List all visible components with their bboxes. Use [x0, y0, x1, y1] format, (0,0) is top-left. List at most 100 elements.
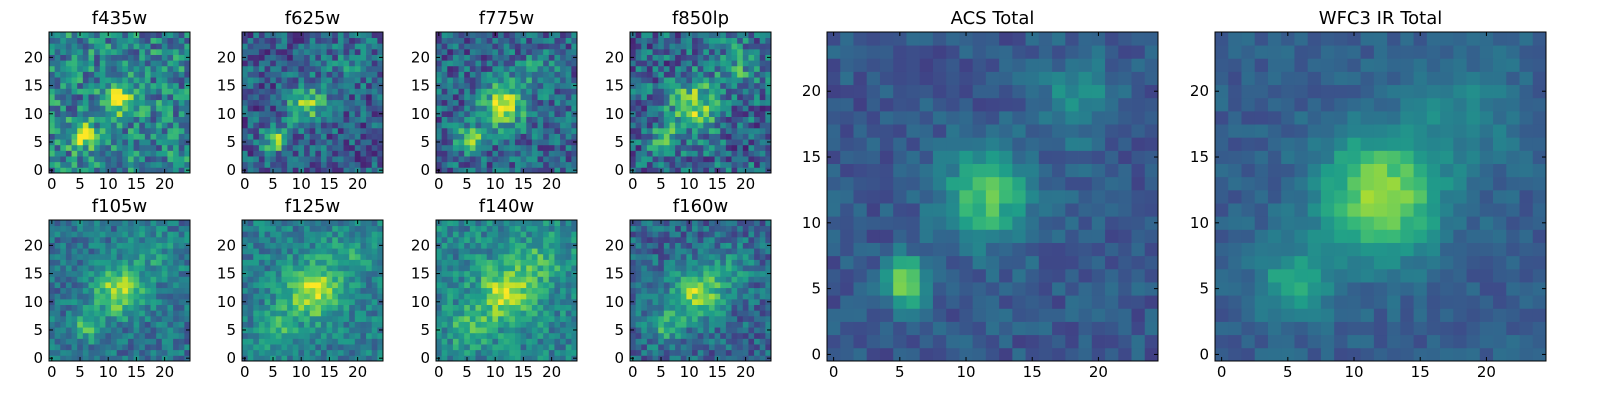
- heatmap-cell: [88, 82, 95, 89]
- heatmap-cell: [99, 282, 106, 289]
- heatmap-cell: [481, 65, 488, 72]
- heatmap-cell: [178, 110, 185, 117]
- heatmap-cell: [680, 116, 687, 123]
- heatmap-cell: [680, 276, 687, 283]
- heatmap-cell: [526, 248, 533, 255]
- x-tick-label: 10: [99, 363, 118, 381]
- heatmap-cell: [88, 144, 95, 151]
- heatmap-cell: [509, 259, 516, 266]
- heatmap-cell: [742, 338, 749, 345]
- heatmap-cell: [167, 276, 174, 283]
- heatmap-cell: [560, 332, 567, 339]
- heatmap-cell: [543, 248, 550, 255]
- heatmap-cell: [253, 231, 260, 238]
- heatmap-cell: [332, 99, 339, 106]
- heatmap-cell: [652, 99, 659, 106]
- heatmap-cell: [680, 144, 687, 151]
- heatmap-cell: [509, 236, 516, 243]
- heatmap-cell: [178, 287, 185, 294]
- heatmap-cell: [475, 110, 482, 117]
- heatmap-cell: [641, 298, 648, 305]
- heatmap-cell: [253, 259, 260, 266]
- heatmap-cell: [242, 71, 249, 78]
- heatmap-cell: [287, 265, 294, 272]
- heatmap-cell: [270, 248, 277, 255]
- heatmap-cell: [337, 282, 344, 289]
- heatmap-cell: [270, 265, 277, 272]
- heatmap-cell: [94, 248, 101, 255]
- heatmap-cell: [481, 265, 488, 272]
- heatmap-cell: [326, 338, 333, 345]
- heatmap-cell: [742, 321, 749, 328]
- heatmap-cell: [133, 105, 140, 112]
- heatmap-cell: [275, 248, 282, 255]
- heatmap-cell: [122, 133, 129, 140]
- heatmap-cell: [270, 43, 277, 50]
- heatmap-cell: [105, 77, 112, 84]
- heatmap-cell: [526, 298, 533, 305]
- heatmap-cell: [737, 48, 744, 55]
- heatmap-cell: [498, 231, 505, 238]
- heatmap-cell: [116, 37, 123, 44]
- heatmap-cell: [326, 37, 333, 44]
- heatmap-cell: [71, 298, 78, 305]
- heatmap-cell: [122, 48, 129, 55]
- heatmap-cell: [65, 144, 72, 151]
- heatmap-cell: [82, 82, 89, 89]
- heatmap-cell: [349, 293, 356, 300]
- heatmap-cell: [337, 315, 344, 322]
- heatmap-cell: [531, 327, 538, 334]
- heatmap-cell: [520, 88, 527, 95]
- heatmap-cell: [537, 259, 544, 266]
- heatmap-cell: [60, 225, 67, 232]
- heatmap-cell: [458, 37, 465, 44]
- heatmap-cell: [242, 231, 249, 238]
- heatmap-cell: [88, 298, 95, 305]
- heatmap-cell: [99, 82, 106, 89]
- heatmap-cell: [754, 71, 761, 78]
- heatmap-cell: [173, 298, 180, 305]
- heatmap-cell: [298, 156, 305, 163]
- heatmap-cell: [354, 248, 361, 255]
- heatmap-cell: [686, 144, 693, 151]
- heatmap-cell: [565, 54, 572, 61]
- heatmap-cell: [287, 99, 294, 106]
- heatmap-cell: [173, 327, 180, 334]
- heatmap-cell: [65, 71, 72, 78]
- heatmap-cell: [156, 321, 163, 328]
- x-tick-label: 5: [656, 175, 666, 193]
- heatmap-cell: [737, 338, 744, 345]
- heatmap-cell: [754, 167, 761, 174]
- heatmap-cell: [377, 88, 384, 95]
- heatmap-cell: [548, 71, 555, 78]
- heatmap-cell: [156, 220, 163, 227]
- heatmap-cell: [543, 88, 550, 95]
- heatmap-cell: [725, 327, 732, 334]
- heatmap-cell: [60, 265, 67, 272]
- heatmap-cell: [475, 293, 482, 300]
- heatmap-cell: [475, 127, 482, 134]
- heatmap-cell: [287, 231, 294, 238]
- heatmap-cell: [675, 161, 682, 168]
- heatmap-cell: [77, 344, 84, 351]
- heatmap-cell: [178, 349, 185, 356]
- heatmap-cell: [492, 231, 499, 238]
- heatmap-cell: [178, 144, 185, 151]
- heatmap-cell: [304, 225, 311, 232]
- heatmap-cell: [270, 60, 277, 67]
- heatmap-cell: [492, 139, 499, 146]
- heatmap-cell: [88, 161, 95, 168]
- heatmap-cell: [675, 276, 682, 283]
- heatmap-cell: [349, 287, 356, 294]
- heatmap-cell: [133, 282, 140, 289]
- heatmap-cell: [298, 122, 305, 129]
- heatmap-cell: [754, 32, 761, 39]
- heatmap-cell: [526, 236, 533, 243]
- heatmap-cell: [486, 94, 493, 101]
- heatmap-cell: [99, 43, 106, 50]
- x-tick-label: 10: [99, 175, 118, 193]
- heatmap-cell: [309, 298, 316, 305]
- heatmap-cell: [503, 332, 510, 339]
- heatmap-cell: [680, 321, 687, 328]
- heatmap-cell: [731, 127, 738, 134]
